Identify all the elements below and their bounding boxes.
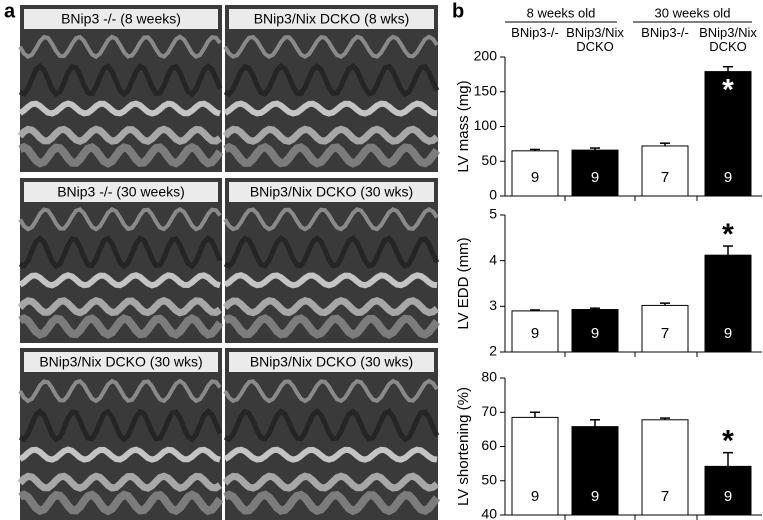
n-label: 7 xyxy=(661,169,669,186)
y-tick-label: 4 xyxy=(489,251,497,267)
caption-box xyxy=(24,182,218,202)
y-tick-label: 50 xyxy=(481,152,497,168)
n-label: 9 xyxy=(531,169,539,186)
echo-band xyxy=(17,125,223,145)
n-label: 9 xyxy=(591,325,599,342)
bar xyxy=(704,254,752,353)
y-tick-label: 5 xyxy=(489,206,497,222)
caption-box xyxy=(24,9,218,29)
y-tick-label: 70 xyxy=(481,403,497,419)
y-tick-label: 150 xyxy=(474,82,498,98)
echo-band xyxy=(18,407,223,443)
echo-band xyxy=(17,472,223,492)
significance-mark: * xyxy=(722,74,734,107)
y-tick-label: 2 xyxy=(489,343,497,359)
caption-box xyxy=(229,9,434,29)
echo-band xyxy=(223,490,441,516)
bar xyxy=(511,310,559,353)
echo-band xyxy=(18,62,223,98)
echo-band xyxy=(18,446,221,463)
image-caption: BNip3/Nix DCKO (30 wks) xyxy=(250,184,413,200)
echo-band xyxy=(223,408,440,443)
panel-label: b xyxy=(452,0,464,22)
category-label: BNip3/Nix DCKO xyxy=(566,25,624,54)
n-label: 9 xyxy=(591,488,599,505)
image-caption: BNip3/Nix DCKO (30 wks) xyxy=(250,354,413,370)
significance-mark: * xyxy=(722,425,734,458)
n-label: 9 xyxy=(591,169,599,186)
echo-band xyxy=(18,490,224,516)
y-tick-label: 80 xyxy=(481,369,497,385)
n-label: 9 xyxy=(724,325,732,342)
bar xyxy=(641,145,689,197)
bar xyxy=(571,309,619,353)
y-tick-label: 60 xyxy=(481,437,497,453)
y-axis-title: LV shortening (%) xyxy=(455,387,472,506)
echo-band xyxy=(223,446,438,463)
group-label: 30 weeks old xyxy=(655,5,731,20)
y-tick-label: 3 xyxy=(489,297,497,313)
echo-band xyxy=(223,206,439,232)
bar xyxy=(571,149,619,197)
group-label: 8 weeks old xyxy=(527,5,596,20)
caption-box xyxy=(229,182,434,202)
bar xyxy=(704,465,752,516)
significance-mark: * xyxy=(722,218,734,251)
echo-band xyxy=(223,314,441,339)
bar xyxy=(704,71,752,197)
bar xyxy=(511,416,559,516)
echo-band xyxy=(223,100,438,117)
echo-band xyxy=(17,296,222,317)
echo-band xyxy=(18,142,224,168)
echo-band xyxy=(222,296,440,317)
echo-band xyxy=(223,142,441,168)
n-label: 9 xyxy=(531,488,539,505)
n-label: 7 xyxy=(661,325,669,342)
echo-band xyxy=(18,206,222,232)
echo-band xyxy=(18,378,222,404)
echo-band xyxy=(18,100,221,117)
echo-band xyxy=(18,313,224,340)
category-label: BNip3-/- xyxy=(641,25,689,40)
bar xyxy=(641,304,689,353)
panel-label: a xyxy=(4,0,16,22)
y-tick-label: 0 xyxy=(489,187,497,203)
n-label: 9 xyxy=(724,169,732,186)
image-caption: BNip3/Nix DCKO (8 wks) xyxy=(254,11,410,27)
bar xyxy=(511,150,559,197)
y-tick-label: 40 xyxy=(481,506,497,520)
echo-band xyxy=(223,62,440,98)
y-tick-label: 200 xyxy=(474,48,498,64)
y-axis-title: LV mass (mg) xyxy=(455,80,472,172)
y-tick-label: 100 xyxy=(474,117,498,133)
echo-band xyxy=(223,378,439,404)
n-label: 9 xyxy=(724,488,732,505)
n-label: 9 xyxy=(531,325,539,342)
echo-band xyxy=(18,34,222,60)
caption-box xyxy=(229,352,434,372)
image-caption: BNip3 -/- (30 weeks) xyxy=(57,184,185,200)
category-label: BNip3/Nix DCKO xyxy=(699,25,757,54)
bar xyxy=(641,419,689,516)
echo-band xyxy=(18,234,223,270)
y-axis-title: LV EDD (mm) xyxy=(455,237,472,329)
echo-band xyxy=(223,34,439,60)
echo-band xyxy=(223,272,438,289)
echo-band xyxy=(223,235,440,270)
n-label: 7 xyxy=(661,488,669,505)
echo-band xyxy=(222,472,440,492)
image-caption: BNip3/Nix DCKO (30 wks) xyxy=(39,354,202,370)
caption-box xyxy=(24,352,218,372)
bar xyxy=(571,426,619,516)
y-tick-label: 50 xyxy=(481,471,497,487)
echo-band xyxy=(222,125,440,145)
echo-band xyxy=(18,272,221,289)
image-caption: BNip3 -/- (8 weeks) xyxy=(61,11,181,27)
category-label: BNip3-/- xyxy=(511,25,559,40)
